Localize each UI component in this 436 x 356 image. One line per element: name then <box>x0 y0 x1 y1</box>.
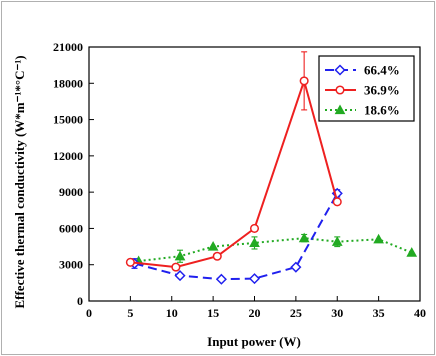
y-tick-label: 21000 <box>53 40 83 54</box>
y-tick-label: 6000 <box>59 221 83 235</box>
data-point-18-6pct <box>298 232 310 243</box>
legend-label-66-4pct: 66.4% <box>364 63 400 78</box>
x-tick-label: 0 <box>86 306 92 320</box>
data-point-36-9pct <box>332 197 342 207</box>
x-tick-label: 15 <box>207 306 219 320</box>
y-tick-label: 12000 <box>53 149 83 163</box>
x-tick-label: 10 <box>166 306 178 320</box>
y-tick-label: 15000 <box>53 113 83 127</box>
data-point-36-9pct <box>125 257 135 267</box>
x-tick-label: 5 <box>127 306 133 320</box>
data-point-66-4pct <box>290 261 302 273</box>
legend-marker-18-6pct <box>334 104 346 115</box>
data-point-18-6pct <box>406 247 418 257</box>
data-point-18-6pct <box>174 250 186 261</box>
data-point-36-9pct <box>212 251 222 261</box>
x-tick-label: 35 <box>373 306 385 320</box>
series-line-18-6pct <box>138 237 413 263</box>
data-point-66-4pct <box>248 273 261 285</box>
y-tick-label: 18000 <box>53 76 83 90</box>
data-point-18-6pct <box>331 236 343 246</box>
data-point-36-9pct <box>171 262 181 272</box>
series-line-36-9pct <box>130 77 339 269</box>
x-tick-label: 25 <box>290 306 302 320</box>
x-tick-label: 30 <box>331 306 343 320</box>
series-line-66-4pct <box>134 192 339 281</box>
legend-marker-36-9pct <box>335 85 345 95</box>
x-tick-label: 20 <box>249 306 261 320</box>
legend-box <box>318 55 415 122</box>
legend-label-36-9pct: 36.9% <box>364 83 400 98</box>
y-tick-label: 0 <box>77 294 83 308</box>
plot-area: 0 3000 6000 9000 12000 15000 18000 21000 0 5 10 15 2… <box>53 40 426 320</box>
data-point-66-4pct <box>174 270 186 282</box>
y-tick-label: 3000 <box>59 258 83 272</box>
y-tick-label: 9000 <box>59 185 83 199</box>
legend-marker-66-4pct <box>334 64 346 76</box>
x-axis-label: Input power (W) <box>207 334 301 349</box>
x-tick-label: 40 <box>414 306 426 320</box>
legend: 66.4% 36.9% 18.6% <box>318 55 415 122</box>
y-axis-label: Effective thermal conductivity (W*m⁻¹*°C… <box>12 55 27 308</box>
data-point-18-6pct <box>207 241 219 251</box>
legend-label-18-6pct: 18.6% <box>364 103 400 118</box>
data-point-18-6pct <box>373 233 384 244</box>
data-point-66-4pct <box>215 273 227 285</box>
data-point-36-9pct <box>249 223 260 233</box>
data-point-18-6pct <box>249 237 260 248</box>
data-point-36-9pct <box>299 76 309 86</box>
